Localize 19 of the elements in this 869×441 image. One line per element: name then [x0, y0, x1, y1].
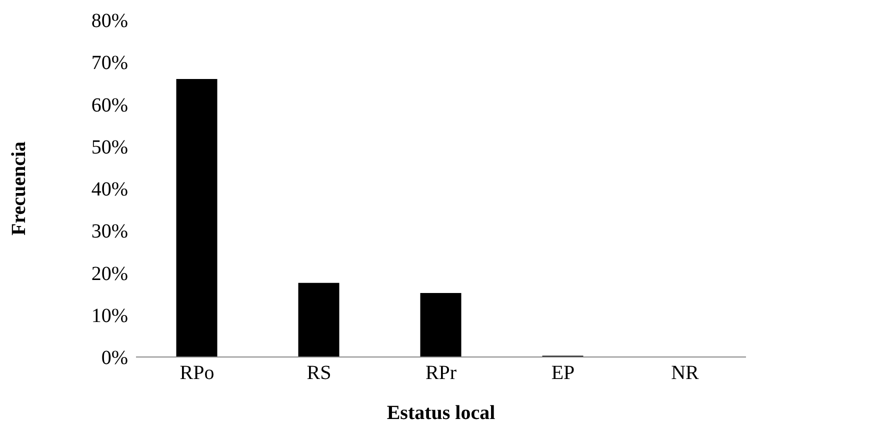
x-tick-label: NR — [671, 362, 700, 384]
y-axis-title: Frecuencia — [8, 141, 30, 236]
bar — [298, 282, 340, 357]
y-tick-label: 60% — [91, 94, 128, 116]
x-tick-label: RPo — [180, 362, 214, 384]
y-tick-label: 0% — [101, 347, 128, 370]
y-tick-label: 70% — [91, 52, 128, 74]
y-tick-label: 80% — [91, 10, 128, 32]
y-tick-label: 40% — [91, 178, 128, 201]
x-tick-label: RS — [306, 362, 332, 384]
x-tick-label: RPr — [425, 362, 457, 384]
bar — [176, 78, 218, 357]
x-axis-title: Estatus local — [386, 402, 496, 424]
x-tick-label: EP — [551, 362, 575, 384]
y-tick-label: 20% — [91, 262, 128, 285]
bar — [420, 292, 462, 357]
y-tick-label: 10% — [91, 304, 128, 327]
y-tick-label: 30% — [91, 220, 128, 243]
y-tick-label: 50% — [91, 136, 128, 158]
